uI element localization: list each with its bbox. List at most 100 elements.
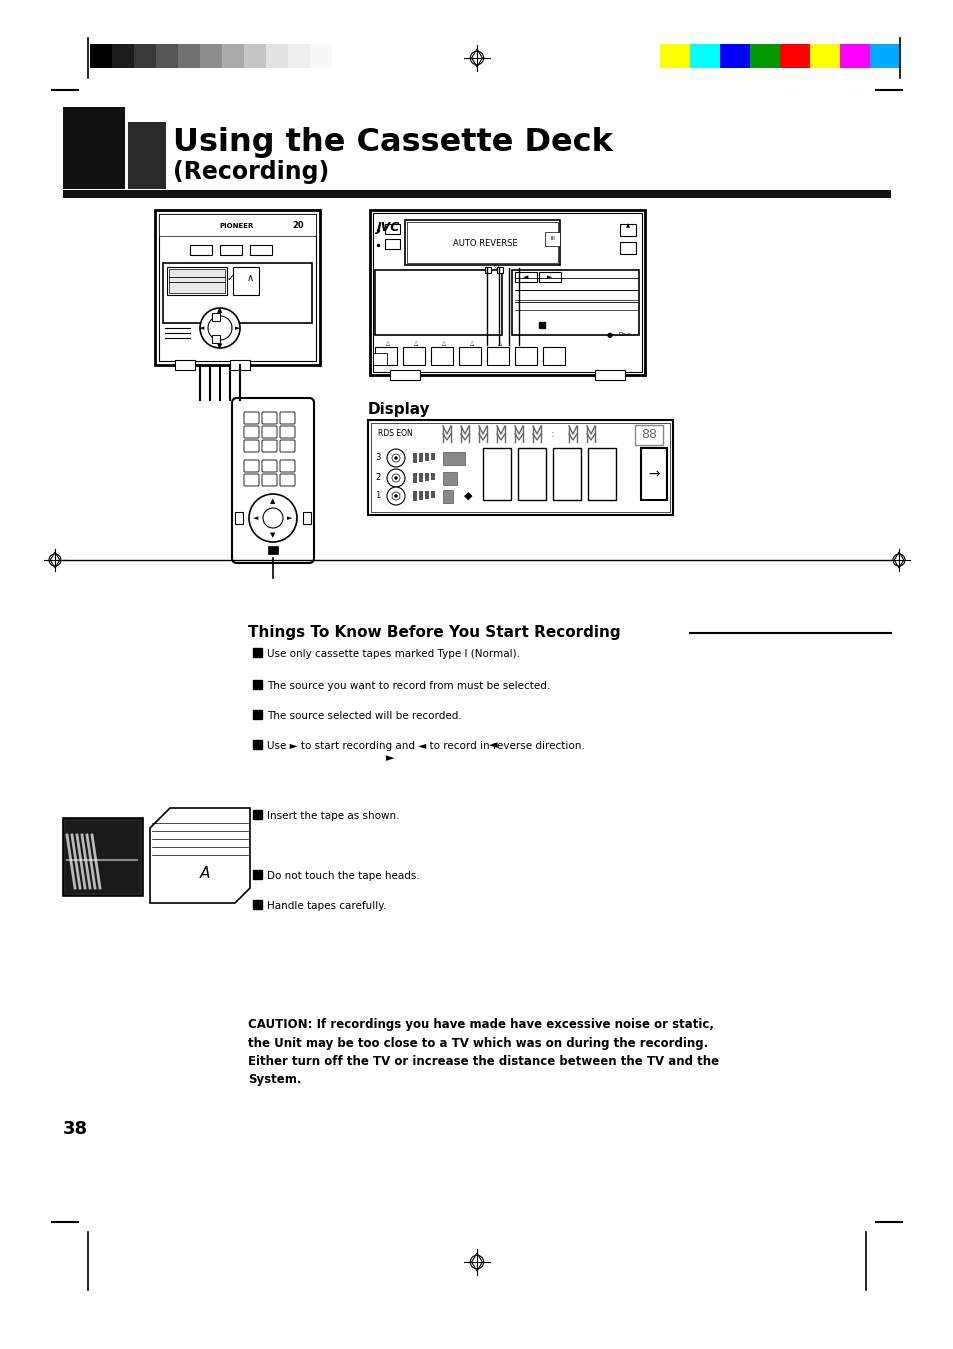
Bar bbox=[512, 270, 639, 335]
Bar bbox=[310, 45, 332, 67]
Bar bbox=[370, 210, 644, 375]
FancyBboxPatch shape bbox=[280, 440, 294, 452]
Text: 38: 38 bbox=[63, 1120, 88, 1139]
Bar bbox=[635, 425, 662, 445]
Bar bbox=[544, 232, 559, 246]
Text: 1: 1 bbox=[375, 491, 380, 500]
Bar bbox=[212, 313, 220, 321]
Text: ◄: ◄ bbox=[199, 325, 205, 331]
Text: Use ► to start recording and ◄ to record in reverse direction.: Use ► to start recording and ◄ to record… bbox=[267, 741, 584, 751]
Bar bbox=[484, 267, 491, 272]
Bar bbox=[424, 491, 429, 499]
Text: ►: ► bbox=[385, 753, 394, 764]
Bar bbox=[303, 513, 311, 523]
Circle shape bbox=[208, 316, 232, 340]
Text: ▼: ▼ bbox=[217, 343, 222, 349]
Circle shape bbox=[387, 487, 405, 505]
Text: Display: Display bbox=[368, 402, 430, 417]
Bar bbox=[375, 347, 396, 366]
Text: ●: ● bbox=[606, 332, 613, 339]
Text: 88: 88 bbox=[640, 429, 657, 441]
Text: JVC: JVC bbox=[375, 221, 399, 235]
Circle shape bbox=[387, 469, 405, 487]
Bar bbox=[482, 448, 511, 500]
Text: 20: 20 bbox=[292, 221, 303, 231]
Text: ◇: ◇ bbox=[494, 263, 499, 268]
Bar bbox=[619, 224, 636, 236]
Bar bbox=[230, 360, 250, 370]
Text: Using the Cassette Deck: Using the Cassette Deck bbox=[172, 127, 612, 158]
Text: AUTO REVERSE: AUTO REVERSE bbox=[453, 239, 517, 247]
FancyBboxPatch shape bbox=[262, 426, 276, 438]
Bar bbox=[515, 272, 537, 282]
Text: ◄: ◄ bbox=[253, 515, 258, 521]
Bar bbox=[486, 347, 509, 366]
Bar bbox=[640, 448, 666, 500]
Circle shape bbox=[387, 449, 405, 467]
Text: △: △ bbox=[414, 340, 417, 345]
Text: △: △ bbox=[497, 340, 501, 345]
Text: △: △ bbox=[385, 340, 390, 345]
Bar bbox=[689, 45, 720, 67]
Text: ∧: ∧ bbox=[246, 272, 253, 283]
Bar bbox=[174, 360, 194, 370]
Text: ▲: ▲ bbox=[625, 224, 630, 228]
Bar bbox=[431, 453, 435, 460]
Bar bbox=[418, 473, 422, 482]
Bar bbox=[442, 490, 453, 503]
FancyBboxPatch shape bbox=[280, 460, 294, 472]
FancyBboxPatch shape bbox=[244, 426, 258, 438]
Circle shape bbox=[392, 455, 399, 461]
Bar bbox=[222, 45, 244, 67]
Text: ▲: ▲ bbox=[270, 498, 275, 505]
Text: RDS EON: RDS EON bbox=[377, 429, 413, 438]
Bar bbox=[368, 420, 672, 515]
Bar bbox=[375, 270, 501, 335]
Bar bbox=[163, 263, 312, 322]
Circle shape bbox=[392, 473, 399, 482]
Bar bbox=[407, 223, 558, 263]
Bar bbox=[442, 452, 464, 465]
Bar bbox=[869, 45, 899, 67]
Bar bbox=[405, 220, 559, 264]
Text: ►: ► bbox=[235, 325, 240, 331]
Text: (Recording): (Recording) bbox=[172, 161, 329, 183]
Text: Handle tapes carefully.: Handle tapes carefully. bbox=[267, 901, 386, 911]
Bar bbox=[373, 213, 641, 372]
Bar bbox=[595, 370, 624, 380]
Bar bbox=[538, 272, 560, 282]
Text: Things To Know Before You Start Recording: Things To Know Before You Start Recordin… bbox=[248, 626, 620, 641]
Text: ◄: ◄ bbox=[523, 274, 528, 281]
Bar bbox=[169, 268, 225, 293]
Text: PIONEER: PIONEER bbox=[219, 223, 253, 229]
Bar bbox=[542, 347, 564, 366]
Circle shape bbox=[392, 492, 399, 500]
Bar bbox=[385, 239, 399, 250]
Text: 2: 2 bbox=[375, 473, 380, 483]
Text: III: III bbox=[550, 236, 555, 241]
Bar bbox=[253, 741, 262, 749]
Text: ▼: ▼ bbox=[270, 532, 275, 538]
Bar bbox=[840, 45, 869, 67]
Bar bbox=[253, 648, 262, 657]
Bar bbox=[266, 45, 288, 67]
Text: CAUTION: If recordings you have made have excessive noise or static,
the Unit ma: CAUTION: If recordings you have made hav… bbox=[248, 1018, 719, 1086]
Circle shape bbox=[200, 308, 240, 348]
Bar bbox=[385, 224, 399, 233]
Bar bbox=[154, 210, 319, 366]
Bar bbox=[200, 45, 222, 67]
Bar bbox=[553, 448, 580, 500]
FancyBboxPatch shape bbox=[232, 398, 314, 563]
Bar bbox=[373, 353, 387, 366]
Text: :: : bbox=[551, 429, 555, 438]
Text: A: A bbox=[199, 866, 210, 881]
Bar bbox=[780, 45, 809, 67]
Bar bbox=[497, 267, 502, 272]
Text: ✓: ✓ bbox=[227, 272, 234, 283]
Text: Insert the tape as shown.: Insert the tape as shown. bbox=[267, 811, 399, 822]
Bar bbox=[371, 424, 669, 513]
Circle shape bbox=[395, 495, 397, 498]
Bar bbox=[234, 513, 243, 523]
Text: ◆: ◆ bbox=[463, 491, 472, 500]
Bar bbox=[268, 546, 277, 554]
